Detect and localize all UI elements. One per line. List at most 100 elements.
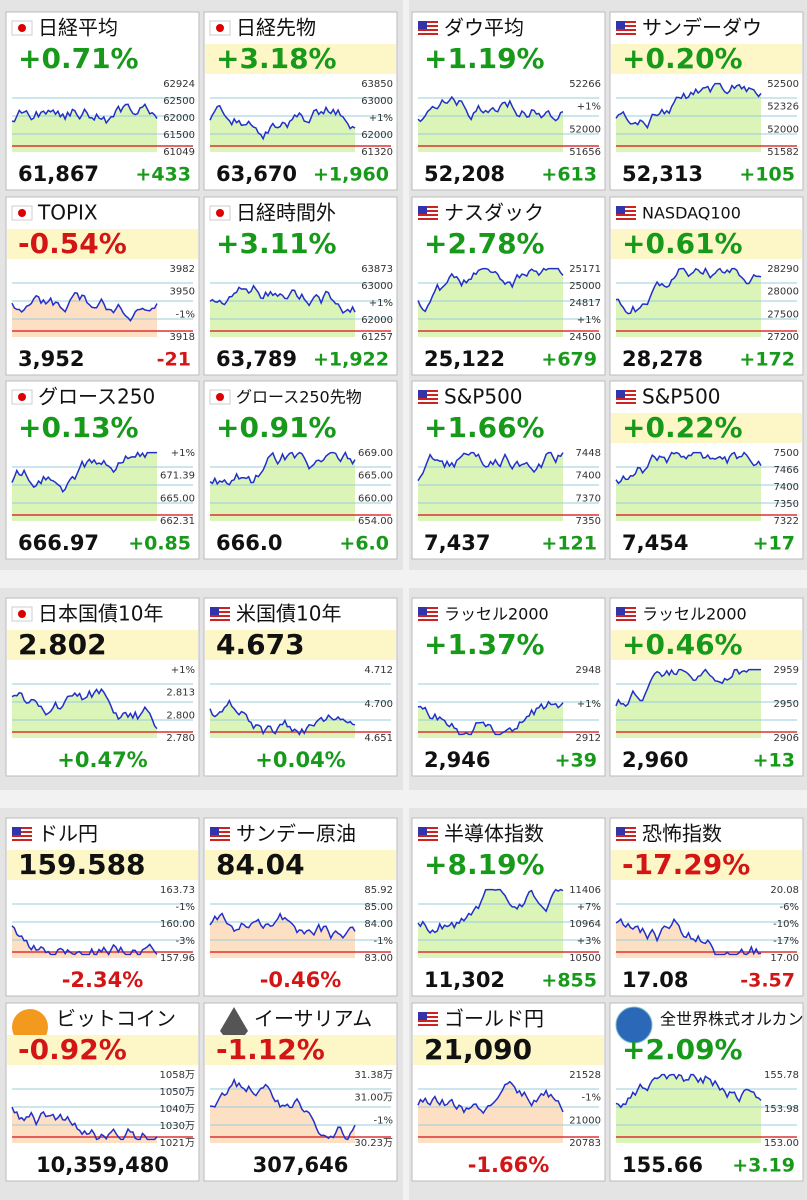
axis-label: 52000 — [767, 124, 799, 135]
axis-label: 163.73 — [160, 885, 195, 896]
axis-label: 3950 — [170, 287, 195, 298]
main-value: +0.46% — [622, 628, 743, 661]
axis-label: 61500 — [163, 130, 195, 141]
chart-area — [616, 83, 761, 152]
flag — [616, 27, 636, 29]
flag — [418, 206, 427, 214]
tile-name: ラッセル2000 — [642, 605, 747, 624]
axis-label: 10964 — [569, 919, 601, 930]
chart-area — [616, 919, 761, 958]
sub-value: +0.04% — [255, 748, 345, 772]
main-value: 84.04 — [216, 848, 305, 881]
tile-name: TOPIX — [37, 201, 98, 225]
main-value: +1.19% — [424, 42, 545, 75]
tile: グロース250先物 +0.91% 669.00 665.00 660.00 654.00 6… — [203, 380, 398, 560]
tile-bg — [203, 597, 398, 777]
axis-label: 52000 — [569, 124, 601, 135]
tile-name: ラッセル2000 — [444, 605, 549, 624]
tile-name: ビットコイン — [56, 1007, 176, 1031]
axis-label: -3% — [176, 936, 195, 947]
tile: ナスダック+2.78% 25171 25000 24817 +1% 24500 25,122… — [411, 196, 606, 376]
axis-label: 51656 — [569, 147, 601, 158]
delta: +6.0 — [339, 533, 389, 555]
flag — [210, 607, 219, 615]
price: 17.08 — [622, 968, 688, 992]
highlight — [611, 44, 802, 74]
tile: TOPIX-0.54% 3982 3950 -1% 3918 3,952 -21 — [5, 196, 200, 376]
flag — [418, 208, 438, 210]
tile: ラッセル2000 +1.37% 2948 +1% 2912 2,946 +39 — [411, 597, 606, 777]
main-value: -17.29% — [622, 848, 750, 881]
main-value: +2.09% — [622, 1033, 743, 1066]
flag — [616, 390, 625, 398]
axis-label: 153.98 — [764, 1104, 799, 1115]
tile-bg — [411, 11, 606, 191]
flag — [12, 833, 32, 835]
flag — [418, 613, 438, 615]
chart-line — [209, 698, 356, 736]
highlight — [205, 630, 396, 660]
axis-label: -10% — [773, 919, 799, 930]
highlight — [611, 413, 802, 443]
axis-label: 28000 — [767, 287, 799, 298]
flag — [418, 607, 427, 615]
axis-label: 21000 — [569, 1115, 601, 1126]
chart-area — [616, 669, 761, 738]
tile-name: 恐怖指数 — [642, 822, 722, 846]
sub-value: -2.34% — [62, 968, 144, 992]
main-value: 159.588 — [18, 848, 146, 881]
flag — [418, 392, 438, 394]
axis-label: 2.813 — [166, 688, 195, 699]
axis-label: 61049 — [163, 147, 195, 158]
tile: 日経先物ラージ+3.18%6385063000+1%620006132063,6… — [203, 11, 398, 191]
delta: +855 — [541, 970, 597, 992]
chart-line — [209, 450, 356, 486]
chart-area — [12, 925, 157, 958]
axis-label: 2948 — [576, 665, 601, 676]
flag — [210, 613, 230, 615]
tile-name: グロース250先物 — [236, 388, 362, 407]
flag — [616, 400, 636, 402]
axis-label: 85.92 — [364, 885, 393, 896]
axis-label: 3982 — [170, 264, 195, 275]
tile: ダウ平均+1.19% 52266 +1% 52000 51656 52,208 +613 — [411, 11, 606, 191]
flag — [616, 212, 636, 214]
tile-bg — [5, 11, 200, 191]
flag — [616, 607, 625, 615]
axis-label: 24817 — [569, 298, 601, 309]
axis-label: +1% — [577, 699, 601, 710]
flag — [418, 1018, 438, 1020]
price: 3,952 — [18, 347, 84, 371]
chart-area — [12, 689, 157, 738]
flag — [418, 212, 438, 214]
axis-label: 155.78 — [764, 1070, 799, 1081]
flag — [418, 617, 438, 619]
axis-label: 7448 — [576, 448, 601, 459]
flag — [418, 833, 438, 835]
flag — [418, 396, 438, 398]
main-value: +0.61% — [622, 227, 743, 260]
highlight — [205, 1035, 396, 1065]
axis-label: 25000 — [569, 281, 601, 292]
main-value: +2.78% — [424, 227, 545, 260]
axis-label: 153.00 — [764, 1138, 799, 1149]
tile-name: S&P500 — [642, 385, 721, 409]
tile-name: 日本国債10年 — [38, 602, 163, 626]
axis-label: +1% — [577, 102, 601, 113]
axis-label: 1040万 — [160, 1104, 195, 1115]
delta: +13 — [753, 750, 795, 772]
tile: 日経時間外+3.11% 63873 63000 +1% 62000 61257 63,789… — [203, 196, 398, 376]
price: 666.97 — [18, 531, 99, 555]
chart-area — [210, 105, 355, 152]
delta: +39 — [555, 750, 597, 772]
axis-label: 7400 — [774, 482, 799, 493]
axis-label: 52326 — [767, 102, 799, 113]
chart-area — [418, 452, 563, 521]
chart-line — [615, 451, 762, 485]
axis-label: 11406 — [569, 885, 601, 896]
chart-line — [11, 687, 158, 730]
tile-bg — [203, 817, 398, 997]
axis-label: 21528 — [569, 1070, 601, 1081]
sub-value: 10,359,480 — [36, 1153, 169, 1177]
axis-label: 10500 — [569, 953, 601, 964]
